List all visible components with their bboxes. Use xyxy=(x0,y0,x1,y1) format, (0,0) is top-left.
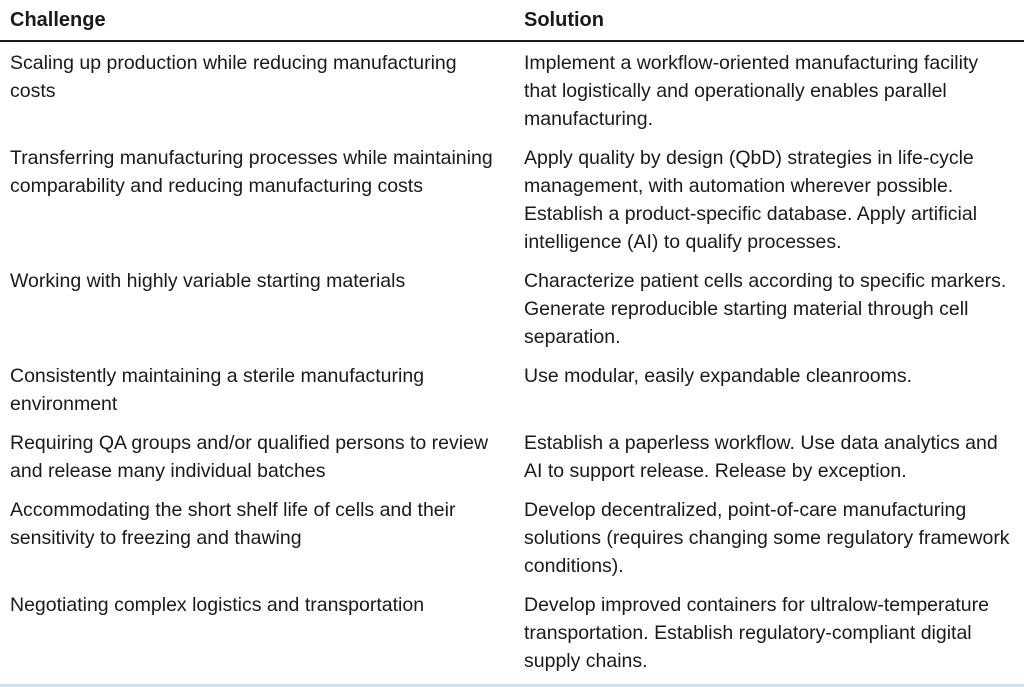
challenge-cell: Negotiating complex logistics and transp… xyxy=(10,594,425,616)
header-solution: Solution xyxy=(513,0,1024,42)
challenge-cell: Consistently maintaining a sterile manuf… xyxy=(10,365,425,415)
challenge-cell: Working with highly variable starting ma… xyxy=(10,270,406,292)
challenge-cell: Requiring QA groups and/or qualified per… xyxy=(10,432,489,482)
table-row: Consistently maintaining a sterile manuf… xyxy=(0,355,1024,422)
challenge-cell: Accommodating the short shelf life of ce… xyxy=(10,499,456,549)
table-body: Scaling up production while reducing man… xyxy=(0,41,1024,679)
table-row: Negotiating complex logistics and transp… xyxy=(0,584,1024,679)
solution-cell: Use modular, easily expandable cleanroom… xyxy=(524,365,913,387)
header-row: Challenge Solution xyxy=(0,0,1024,42)
table-row: Transferring manufacturing processes whi… xyxy=(0,137,1024,260)
solution-cell: Characterize patient cells according to … xyxy=(524,270,1007,348)
table-row: Requiring QA groups and/or qualified per… xyxy=(0,422,1024,489)
solution-cell: Develop improved containers for ultralow… xyxy=(524,594,989,672)
header-challenge: Challenge xyxy=(0,0,513,42)
solution-cell: Develop decentralized, point-of-care man… xyxy=(524,499,1010,577)
table-header: Challenge Solution xyxy=(0,0,1024,42)
solution-cell: Implement a workflow-oriented manufactur… xyxy=(524,52,979,130)
table-row: Working with highly variable starting ma… xyxy=(0,260,1024,355)
challenge-cell: Transferring manufacturing processes whi… xyxy=(10,147,493,197)
bottom-rule xyxy=(0,684,1024,687)
solution-cell: Apply quality by design (QbD) strategies… xyxy=(524,147,978,253)
table-row: Scaling up production while reducing man… xyxy=(0,41,1024,137)
table-row: Accommodating the short shelf life of ce… xyxy=(0,489,1024,584)
solution-cell: Establish a paperless workflow. Use data… xyxy=(524,432,998,482)
challenge-cell: Scaling up production while reducing man… xyxy=(10,52,457,102)
